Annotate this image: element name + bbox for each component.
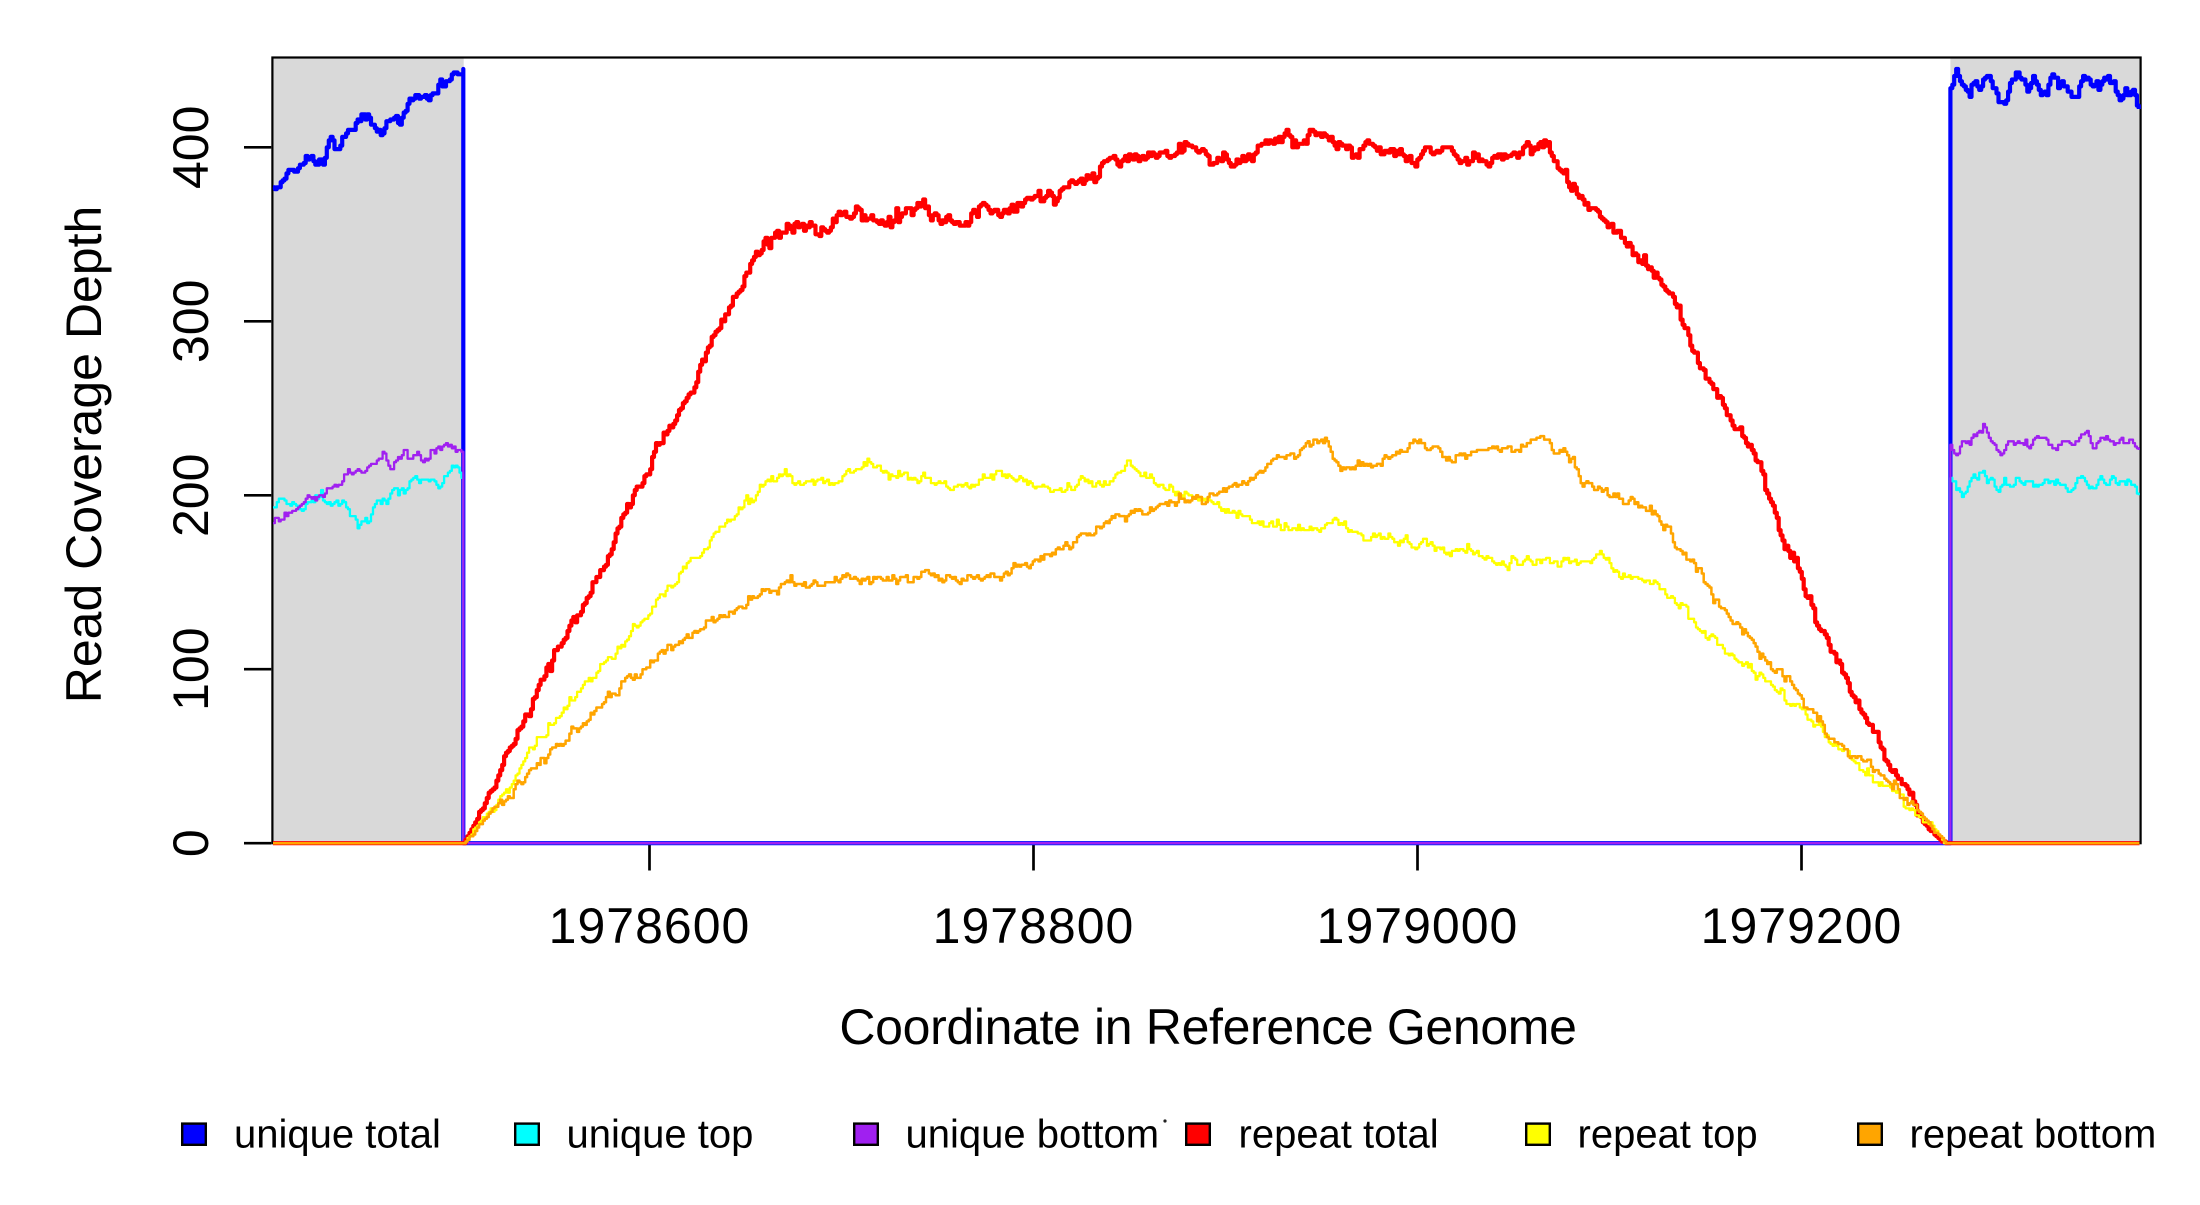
svg-text:1979000: 1979000 — [1317, 898, 1519, 954]
svg-text:repeat total: repeat total — [1239, 1112, 1439, 1156]
svg-text:Coordinate in Reference Genome: Coordinate in Reference Genome — [839, 999, 1576, 1055]
svg-text:1978600: 1978600 — [549, 898, 751, 954]
svg-text:100: 100 — [163, 627, 219, 710]
svg-text:1979200: 1979200 — [1701, 898, 1903, 954]
svg-text:unique top: unique top — [567, 1112, 754, 1156]
svg-text:Read Coverage Depth: Read Coverage Depth — [56, 206, 112, 704]
svg-text:unique total: unique total — [234, 1112, 441, 1156]
svg-text:400: 400 — [163, 106, 219, 189]
svg-text:repeat bottom: repeat bottom — [1910, 1112, 2157, 1156]
svg-text:1978800: 1978800 — [933, 898, 1135, 954]
svg-text:repeat top: repeat top — [1578, 1112, 1758, 1156]
svg-text:unique bottom: unique bottom — [906, 1112, 1160, 1156]
svg-text:0: 0 — [163, 829, 219, 857]
svg-text:300: 300 — [163, 280, 219, 363]
svg-text:200: 200 — [163, 454, 219, 537]
